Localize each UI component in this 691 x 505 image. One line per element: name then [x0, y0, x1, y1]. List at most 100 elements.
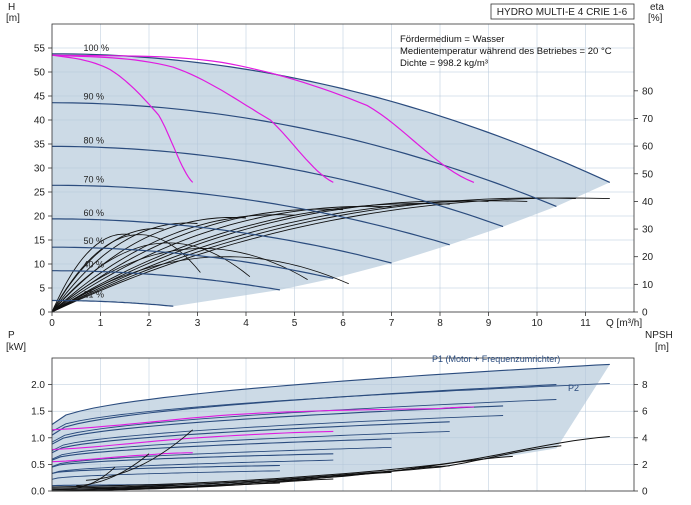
chart-title: HYDRO MULTI-E 4 CRIE 1-6 — [497, 7, 628, 18]
tick-labels: 0 1 2 3 4 5 6 7 8 9 10 1105101520253035404550550102… — [31, 44, 653, 498]
npsh-tick-label: 0 — [642, 487, 648, 498]
npsh-curve — [51, 436, 610, 488]
y2-tick-label: 20 — [642, 252, 654, 263]
x-tick-label: 7 — [389, 318, 395, 329]
eta-curve — [51, 208, 344, 313]
npsh-tick-label: 6 — [642, 407, 648, 418]
p-tick-label: 1.5 — [31, 407, 45, 418]
top-curves: 100 % 90 % 80 % 70 % 60 % 50 % 40 % 21 % — [51, 43, 611, 313]
eta-curve — [51, 200, 528, 313]
p1-curve — [51, 453, 334, 468]
speed-label: 50 % — [84, 236, 105, 246]
eta-curve — [51, 203, 450, 313]
npsh-tick-label: 2 — [642, 460, 648, 471]
p2-curve — [51, 470, 280, 480]
y2-tick-label: 0 — [642, 308, 648, 319]
y-tick-label: 0 — [39, 308, 45, 319]
y2-tick-label: 80 — [642, 86, 654, 97]
speed-label: 100 % — [84, 43, 110, 53]
series-label-p2: P2 — [568, 383, 579, 393]
eta-curve-small — [51, 234, 201, 313]
bottom-y2label-line1: NPSH — [645, 330, 673, 341]
y-tick-label: 15 — [34, 236, 46, 247]
speed-label: 70 % — [84, 174, 105, 184]
bottom-y2label-line2: [m] — [655, 342, 669, 353]
efficiency-power-curve — [51, 452, 193, 463]
speed-label: 40 % — [84, 260, 105, 270]
eta-curve-small — [51, 242, 251, 313]
x-tick-label: 0 — [49, 318, 55, 329]
x-tick-label: 1 — [98, 318, 104, 329]
eta-curve — [51, 233, 130, 313]
efficiency-iso-curve — [51, 54, 194, 183]
x-tick-label: 2 — [146, 318, 152, 329]
eta-curve-small — [51, 256, 349, 313]
p1-curve — [51, 363, 610, 425]
npsh-tick-label: 4 — [642, 433, 648, 444]
p-tick-label: 1.0 — [31, 433, 45, 444]
top-y2label-line1: eta — [650, 2, 664, 13]
eta-curve — [51, 197, 610, 313]
p2-curve — [51, 446, 392, 467]
efficiency-iso-curve — [51, 54, 334, 183]
bottom-ylabel-line2: [kW] — [6, 342, 26, 353]
eta-curve — [51, 222, 198, 313]
top-y2label-line2: [%] — [648, 13, 663, 24]
y2-tick-label: 60 — [642, 142, 654, 153]
x-tick-label: 11 — [580, 318, 591, 329]
medium-line-1: Fördermedium = Wasser — [400, 34, 504, 45]
y-tick-label: 5 — [39, 284, 45, 295]
top-ylabel-line1: H — [8, 2, 15, 13]
head-curve — [51, 102, 557, 207]
eta-curve — [51, 205, 392, 313]
speed-label: 21 % — [84, 289, 105, 299]
y2-tick-label: 70 — [642, 114, 654, 125]
top-ylabel-line2: [m] — [6, 13, 20, 24]
head-curve — [52, 270, 280, 291]
bottom-ylabel-line1: P — [8, 330, 15, 341]
x-tick-label: 6 — [340, 318, 346, 329]
p2-curve — [51, 415, 504, 452]
y2-tick-label: 30 — [642, 225, 654, 236]
series-label-p1: P1 (Motor + Frequenzumrichter) — [432, 354, 560, 364]
head-curve — [52, 184, 450, 246]
x-tick-label: 10 — [531, 318, 543, 329]
x-tick-label: 4 — [243, 318, 249, 329]
p-tick-label: 2.0 — [31, 380, 45, 391]
p1-curve — [51, 464, 280, 474]
npsh-sweep — [85, 429, 193, 481]
y-tick-label: 50 — [34, 68, 46, 79]
p1-curve — [51, 421, 450, 454]
npsh-curve — [51, 482, 280, 492]
top-xlabel: Q [m³/h] — [606, 318, 642, 329]
x-tick-label: 8 — [437, 318, 443, 329]
y-tick-label: 55 — [34, 44, 46, 55]
medium-line-2: Medientemperatur während des Betriebes =… — [400, 46, 612, 57]
npsh-sweep — [76, 453, 150, 487]
p2-curve — [51, 430, 450, 460]
head-curve — [52, 218, 392, 264]
p-tick-label: 0.5 — [31, 460, 45, 471]
efficiency-power-curve — [51, 406, 474, 431]
head-curve — [52, 299, 174, 307]
speed-label: 90 % — [84, 92, 105, 102]
y-tick-label: 35 — [34, 140, 46, 151]
p2-curve — [51, 383, 610, 432]
y-tick-label: 30 — [34, 164, 46, 175]
bottom-plot-frame — [51, 357, 635, 492]
p1-curve — [51, 438, 392, 461]
p2-curve — [51, 459, 334, 474]
bottom-curves — [51, 363, 610, 492]
y2-tick-label: 40 — [642, 197, 654, 208]
y2-tick-label: 10 — [642, 280, 654, 291]
y-tick-label: 45 — [34, 92, 46, 103]
x-tick-label: 5 — [292, 318, 298, 329]
y-tick-label: 25 — [34, 188, 46, 199]
y-tick-label: 40 — [34, 116, 46, 127]
y-tick-label: 10 — [34, 260, 46, 271]
top-operating-range-shade — [52, 53, 610, 307]
y-tick-label: 20 — [34, 212, 46, 223]
eta-curve — [51, 214, 295, 313]
p2-curve — [51, 399, 557, 443]
